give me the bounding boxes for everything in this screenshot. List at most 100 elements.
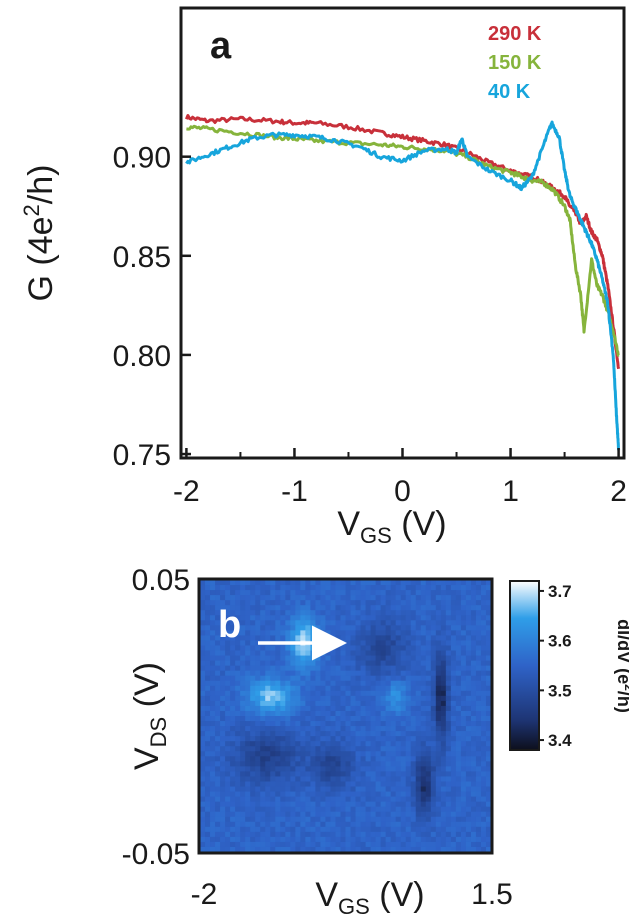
heatmap-cell xyxy=(240,595,246,601)
heatmap-cell xyxy=(460,776,467,783)
colorbar-label: dI/dV (e2/h) xyxy=(614,619,629,713)
heatmap-cell xyxy=(415,675,422,682)
heatmap-cell xyxy=(330,710,337,717)
heatmap-cell xyxy=(305,580,311,586)
heatmap-cell xyxy=(320,746,327,752)
heatmap-cell xyxy=(220,675,226,682)
heatmap-cell xyxy=(260,726,266,732)
heatmap-cell xyxy=(200,816,206,823)
heatmap-cell xyxy=(270,776,276,783)
heatmap-cell xyxy=(430,615,437,621)
heatmap-cell xyxy=(365,650,372,657)
heatmap-cell xyxy=(425,655,432,662)
heatmap-cell xyxy=(380,625,387,631)
heatmap-cell xyxy=(435,655,442,662)
heatmap-cell xyxy=(370,786,377,793)
heatmap-cell xyxy=(440,705,447,712)
heatmap-cell xyxy=(245,836,251,843)
heatmap-cell xyxy=(245,620,251,626)
heatmap-cell xyxy=(325,635,332,642)
heatmap-cell xyxy=(280,670,286,677)
heatmap-cell xyxy=(365,600,372,606)
heatmap-cell xyxy=(485,655,492,662)
heatmap-cell xyxy=(300,705,306,712)
heatmap-cell xyxy=(275,721,281,727)
heatmap-cell xyxy=(310,650,316,657)
heatmap-cell xyxy=(440,650,447,657)
heatmap-cell xyxy=(290,675,296,682)
heatmap-cell xyxy=(290,791,296,798)
heatmap-cell xyxy=(250,816,256,823)
heatmap-cell xyxy=(400,645,407,652)
heatmap-cell xyxy=(295,736,301,742)
heatmap-cell xyxy=(220,585,226,591)
heatmap-cell xyxy=(320,590,327,596)
heatmap-cell xyxy=(315,650,322,657)
heatmap-cell xyxy=(225,585,231,591)
heatmap-cell xyxy=(225,726,231,732)
heatmap-cell xyxy=(250,751,256,757)
y-tick-label: 0.75 xyxy=(113,439,171,472)
heatmap-cell xyxy=(430,625,437,631)
heatmap-cell xyxy=(305,846,311,853)
heatmap-cell xyxy=(395,625,402,631)
heatmap-cell xyxy=(375,806,382,813)
heatmap-cell xyxy=(425,776,432,783)
heatmap-cell xyxy=(350,746,357,752)
heatmap-cell xyxy=(295,680,301,687)
heatmap-cell xyxy=(375,620,382,626)
heatmap-cell xyxy=(395,595,402,601)
heatmap-cell xyxy=(340,836,347,843)
heatmap-cell xyxy=(355,685,362,692)
heatmap-cell xyxy=(480,791,487,798)
heatmap-cell xyxy=(410,670,417,677)
heatmap-cell xyxy=(395,600,402,606)
heatmap-cell xyxy=(445,821,452,828)
heatmap-cell xyxy=(235,615,241,621)
heatmap-cell xyxy=(275,796,281,803)
heatmap-cell xyxy=(320,801,327,808)
heatmap-cell xyxy=(335,585,342,591)
heatmap-cell xyxy=(380,826,387,833)
heatmap-cell xyxy=(210,836,216,843)
heatmap-cell xyxy=(330,846,337,853)
heatmap-cell xyxy=(400,821,407,828)
heatmap-cell xyxy=(275,741,281,747)
heatmap-cell xyxy=(295,650,301,657)
heatmap-cell xyxy=(380,640,387,647)
heatmap-cell xyxy=(390,605,397,611)
heatmap-cell xyxy=(420,821,427,828)
heatmap-cell xyxy=(330,746,337,752)
heatmap-cell xyxy=(260,826,266,833)
heatmap-cell xyxy=(425,665,432,672)
heatmap-cell xyxy=(240,615,246,621)
heatmap-cell xyxy=(350,610,357,616)
heatmap-cell xyxy=(215,600,221,606)
heatmap-cell xyxy=(375,841,382,848)
heatmap-cell xyxy=(245,731,251,737)
heatmap-cell xyxy=(405,650,412,657)
heatmap-cell xyxy=(255,766,261,773)
panel-a: -2 -1 0 1 2 0.750.800.850.90 a 290 K 150 K 4… xyxy=(19,6,627,548)
heatmap-cell xyxy=(305,716,311,722)
heatmap-cell xyxy=(465,801,472,808)
heatmap-cell xyxy=(435,826,442,833)
heatmap-cell xyxy=(320,781,327,788)
heatmap-cell xyxy=(450,680,457,687)
heatmap-cell xyxy=(380,675,387,682)
heatmap-cell xyxy=(320,645,327,652)
heatmap-cell xyxy=(365,786,372,793)
heatmap-cell xyxy=(390,610,397,616)
heatmap-cell xyxy=(305,736,311,742)
heatmap-cell xyxy=(480,670,487,677)
heatmap-cell xyxy=(475,746,482,752)
heatmap-cell xyxy=(300,716,306,722)
heatmap-cell xyxy=(395,841,402,848)
heatmap-cell xyxy=(250,695,256,702)
heatmap-cell xyxy=(260,731,266,737)
heatmap-cell xyxy=(240,620,246,626)
heatmap-cell xyxy=(335,650,342,657)
heatmap-cell xyxy=(285,625,291,631)
heatmap-cell xyxy=(220,796,226,803)
heatmap-cell xyxy=(305,645,311,652)
